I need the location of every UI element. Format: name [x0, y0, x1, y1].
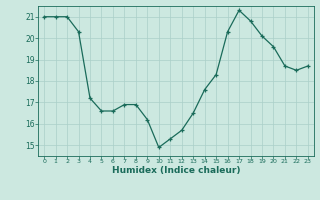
X-axis label: Humidex (Indice chaleur): Humidex (Indice chaleur): [112, 166, 240, 175]
